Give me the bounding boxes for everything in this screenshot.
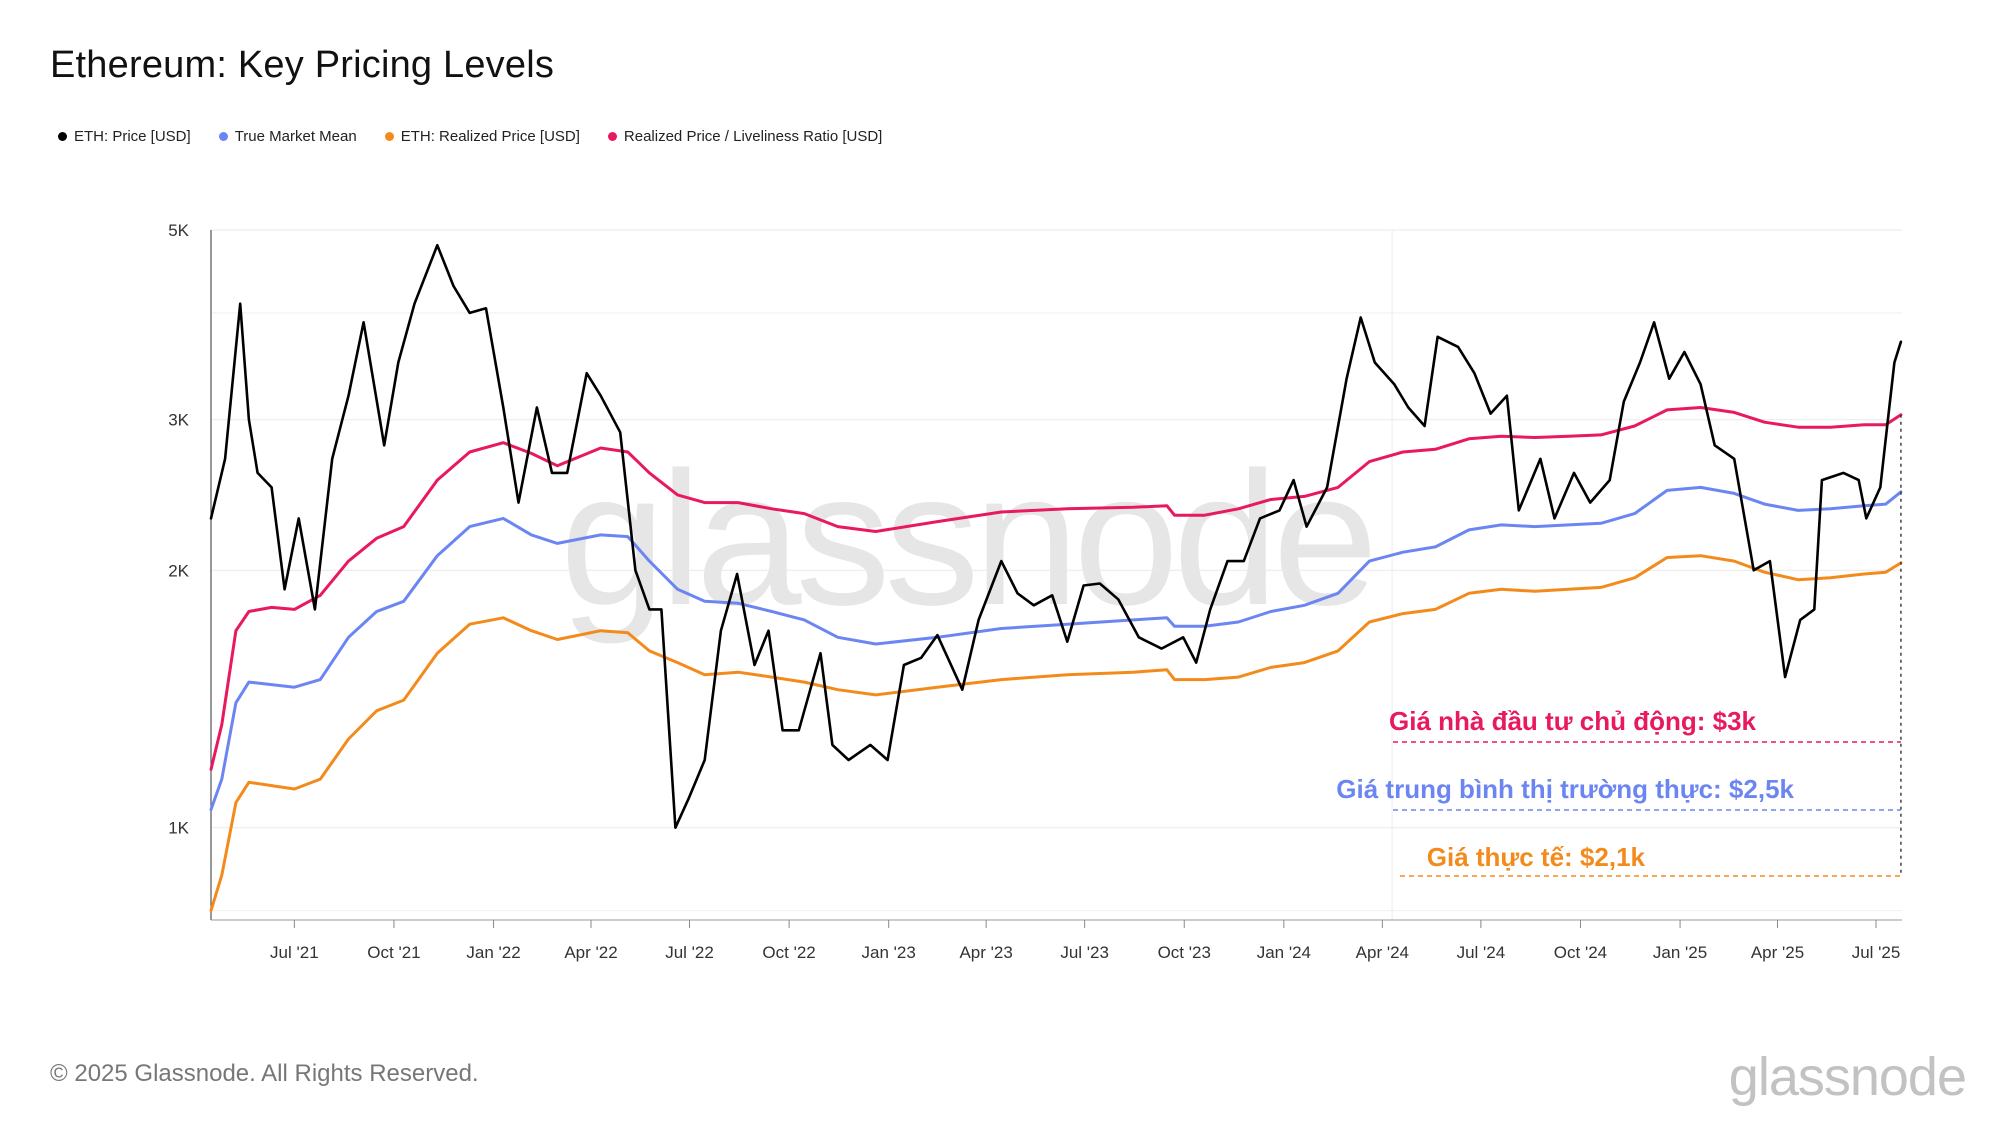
legend-item-true-market-mean[interactable]: True Market Mean	[218, 128, 357, 145]
x-tick-label: Oct '21	[367, 943, 420, 962]
x-tick-label: Oct '24	[1554, 943, 1607, 962]
grid-lines	[211, 229, 1902, 920]
x-tick-label: Jul '24	[1457, 943, 1506, 962]
legend-item-eth-price[interactable]: ETH: Price [USD]	[58, 128, 191, 145]
x-tick-label: Apr '25	[1751, 943, 1804, 962]
series-line-true-market-mean	[209, 485, 1903, 812]
series-lines	[209, 243, 1903, 913]
annotations: Giá nhà đầu tư chủ động: $3k Giá trung bì…	[1336, 414, 1902, 877]
y-tick-label: 2K	[168, 561, 189, 580]
y-tick-label: 3K	[168, 411, 189, 430]
chart-title: Ethereum: Key Pricing Levels	[50, 44, 555, 86]
x-tick-label: Jul '23	[1060, 943, 1109, 962]
copyright-text: © 2025 Glassnode. All Rights Reserved.	[50, 1060, 479, 1087]
x-tick-label: Jan '22	[466, 943, 520, 962]
axes: 1K 2K 3K 5K Jul '21 Oct '21 Jan '22 Apr '22 Jul …	[168, 221, 1902, 962]
x-tick-label: Jan '25	[1653, 943, 1707, 962]
legend-label-realized-price: ETH: Realized Price [USD]	[400, 128, 580, 145]
legend: ETH: Price [USD] True Market Mean ETH: R…	[58, 128, 882, 145]
series-line-eth-price-usd	[209, 243, 1903, 829]
y-tick-label: 1K	[168, 819, 189, 838]
x-tick-label: Apr '22	[564, 943, 617, 962]
legend-item-realized-price[interactable]: ETH: Realized Price [USD]	[384, 128, 580, 145]
x-tick-label: Jan '24	[1257, 943, 1311, 962]
legend-dot-realized-price	[384, 132, 394, 141]
annotation-label-true-market-mean: Giá trung bình thị trường thực: $2,5k	[1336, 774, 1794, 804]
x-tick-label: Jul '25	[1852, 943, 1901, 962]
annotation-label-realized: Giá thực tế: $2,1k	[1427, 842, 1646, 872]
x-tick-label: Apr '24	[1356, 943, 1409, 962]
x-tick-label: Jul '22	[665, 943, 714, 962]
x-tick-label: Oct '23	[1158, 943, 1211, 962]
x-tick-label: Apr '23	[959, 943, 1012, 962]
legend-dot-liveliness-ratio	[607, 132, 617, 141]
legend-label-true-market-mean: True Market Mean	[234, 128, 357, 145]
watermark-glassnode: glassnode	[560, 433, 1378, 645]
series-line-realized-price-liveliness-ratio-usd	[209, 406, 1903, 771]
legend-item-liveliness-ratio[interactable]: Realized Price / Liveliness Ratio [USD]	[607, 128, 883, 145]
series-line-eth-realized-price-usd	[209, 554, 1903, 913]
x-tick-label: Oct '22	[762, 943, 815, 962]
x-tick-label: Jul '21	[270, 943, 319, 962]
legend-label-eth-price: ETH: Price [USD]	[74, 128, 191, 145]
legend-dot-true-market-mean	[218, 132, 228, 141]
annotation-label-active-investor: Giá nhà đầu tư chủ động: $3k	[1389, 706, 1757, 736]
x-tick-label: Jan '23	[862, 943, 916, 962]
legend-dot-eth-price	[58, 132, 67, 141]
legend-label-liveliness-ratio: Realized Price / Liveliness Ratio [USD]	[623, 128, 883, 145]
y-tick-label: 5K	[168, 221, 189, 240]
glassnode-logo: glassnode	[1728, 1047, 1967, 1107]
